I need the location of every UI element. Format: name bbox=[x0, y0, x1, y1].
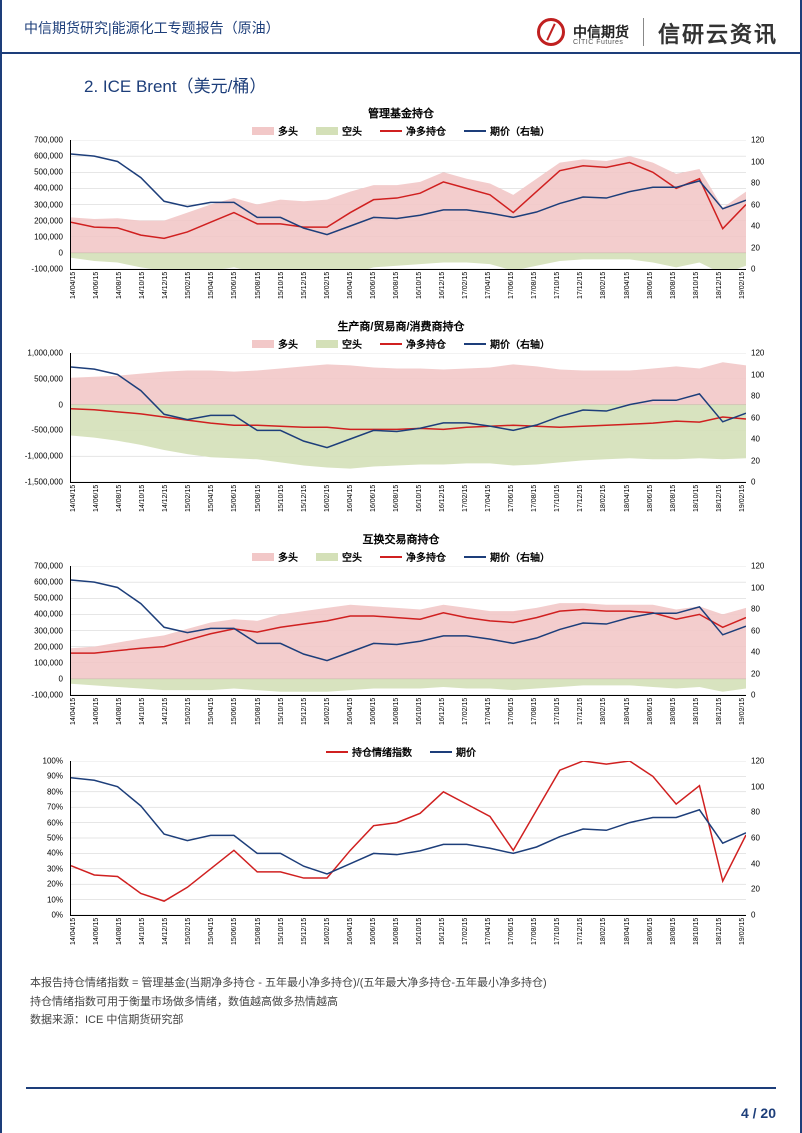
chart-legend: 多头 空头 净多持仓 期价（右轴） bbox=[26, 336, 776, 351]
page-total: 20 bbox=[760, 1105, 776, 1121]
chart-plot bbox=[70, 140, 746, 270]
y-axis-right: 020406080100120 bbox=[748, 140, 776, 270]
chart-swap-dealers: 互换交易商持仓 多头 空头 净多持仓 期价（右轴） -100,0000100,0… bbox=[26, 531, 776, 736]
legend-net: 净多持仓 bbox=[380, 549, 446, 564]
chart-sentiment: 持仓情绪指数 期价 0%10%20%30%40%50%60%70%80%90%1… bbox=[26, 744, 776, 956]
logo-icon bbox=[537, 18, 565, 46]
logo-name: 中信期货 CITIC Futures bbox=[573, 25, 629, 46]
chart-managed-money: 管理基金持仓 多头 空头 净多持仓 期价（右轴） -100,0000100,00… bbox=[26, 105, 776, 310]
y-axis-right: 020406080100120 bbox=[748, 353, 776, 483]
legend-net: 净多持仓 bbox=[380, 123, 446, 138]
chart-legend: 多头 空头 净多持仓 期价（右轴） bbox=[26, 123, 776, 138]
note-line-3: 数据来源：ICE 中信期货研究部 bbox=[30, 1011, 772, 1030]
y-axis-left: -1,500,000-1,000,000-500,0000500,0001,00… bbox=[26, 353, 66, 483]
footnote: 本报告持仓情绪指数 = 管理基金(当期净多持仓 - 五年最小净多持仓)/(五年最… bbox=[2, 964, 800, 1030]
chart-producers: 生产商/贸易商/消费商持仓 多头 空头 净多持仓 期价（右轴） -1,500,0… bbox=[26, 318, 776, 523]
logo-divider bbox=[643, 18, 644, 46]
x-axis: 14/04/1514/06/1514/08/1514/10/1514/12/15… bbox=[70, 698, 746, 736]
legend-sentiment: 持仓情绪指数 bbox=[326, 744, 412, 759]
chart-title: 管理基金持仓 bbox=[26, 105, 776, 121]
chart-plot bbox=[70, 761, 746, 916]
legend-price: 期价（右轴） bbox=[464, 549, 550, 564]
note-line-1: 本报告持仓情绪指数 = 管理基金(当期净多持仓 - 五年最小净多持仓)/(五年最… bbox=[30, 974, 772, 993]
legend-short: 空头 bbox=[316, 123, 362, 138]
legend-price: 期价（右轴） bbox=[464, 123, 550, 138]
brand-name: 信研云资讯 bbox=[658, 24, 778, 46]
chart-legend: 多头 空头 净多持仓 期价（右轴） bbox=[26, 549, 776, 564]
header-title: 中信期货研究|能源化工专题报告（原油） bbox=[24, 18, 280, 46]
y-axis-left: 0%10%20%30%40%50%60%70%80%90%100% bbox=[26, 761, 66, 916]
y-axis-right: 020406080100120 bbox=[748, 566, 776, 696]
chart-plot bbox=[70, 566, 746, 696]
y-axis-left: -100,0000100,000200,000300,000400,000500… bbox=[26, 140, 66, 270]
header-logo-block: 中信期货 CITIC Futures 信研云资讯 bbox=[537, 18, 778, 46]
page-current: 4 bbox=[741, 1105, 749, 1121]
legend-short: 空头 bbox=[316, 336, 362, 351]
x-axis: 14/04/1514/06/1514/08/1514/10/1514/12/15… bbox=[70, 272, 746, 310]
page-header: 中信期货研究|能源化工专题报告（原油） 中信期货 CITIC Futures 信… bbox=[2, 0, 800, 54]
page-number: 4 / 20 bbox=[741, 1105, 776, 1121]
legend-price: 期价（右轴） bbox=[464, 336, 550, 351]
legend-price: 期价 bbox=[430, 744, 476, 759]
chart-title: 互换交易商持仓 bbox=[26, 531, 776, 547]
x-axis: 14/04/1514/06/1514/08/1514/10/1514/12/15… bbox=[70, 485, 746, 523]
logo-name-cn: 中信期货 bbox=[573, 24, 629, 40]
chart-title: 生产商/贸易商/消费商持仓 bbox=[26, 318, 776, 334]
legend-long: 多头 bbox=[252, 336, 298, 351]
legend-long: 多头 bbox=[252, 549, 298, 564]
page-sep: / bbox=[753, 1105, 757, 1121]
chart-plot bbox=[70, 353, 746, 483]
legend-short: 空头 bbox=[316, 549, 362, 564]
x-axis: 14/04/1514/06/1514/08/1514/10/1514/12/15… bbox=[70, 918, 746, 956]
y-axis-right: 020406080100120 bbox=[748, 761, 776, 916]
section-title: 2. ICE Brent（美元/桶） bbox=[2, 54, 800, 105]
note-line-2: 持仓情绪指数可用于衡量市场做多情绪，数值越高做多热情越高 bbox=[30, 993, 772, 1012]
logo-name-en: CITIC Futures bbox=[573, 39, 629, 46]
chart-legend: 持仓情绪指数 期价 bbox=[26, 744, 776, 759]
y-axis-left: -100,0000100,000200,000300,000400,000500… bbox=[26, 566, 66, 696]
legend-net: 净多持仓 bbox=[380, 336, 446, 351]
legend-long: 多头 bbox=[252, 123, 298, 138]
footer-rule bbox=[26, 1087, 776, 1089]
page: 中信期货研究|能源化工专题报告（原油） 中信期货 CITIC Futures 信… bbox=[0, 0, 802, 1133]
